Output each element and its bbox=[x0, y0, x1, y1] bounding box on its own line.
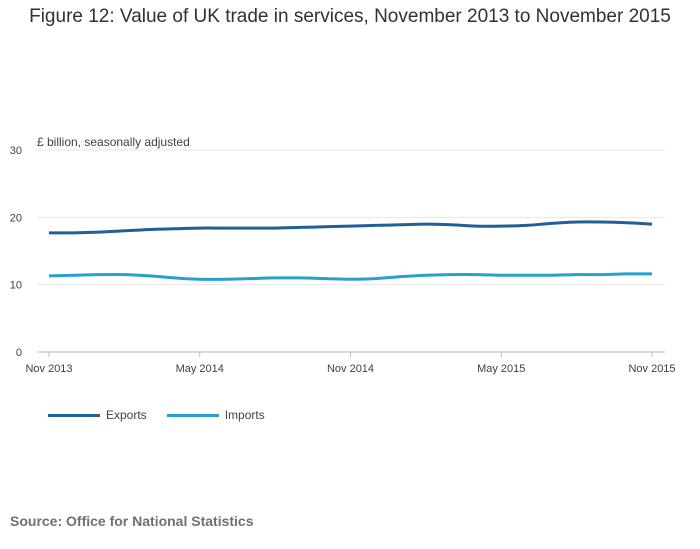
legend-label-imports: Imports bbox=[224, 408, 265, 422]
legend-label-exports: Exports bbox=[106, 408, 147, 422]
x-tick-label-may-2015: May 2015 bbox=[477, 363, 525, 375]
x-tick-label-nov-2015: Nov 2015 bbox=[628, 363, 675, 375]
y-tick-label-10: 10 bbox=[10, 280, 22, 292]
y-tick-label-30: 30 bbox=[10, 145, 22, 157]
x-tick-label-nov-2014: Nov 2014 bbox=[327, 363, 374, 375]
series-line-imports bbox=[48, 272, 653, 281]
y-tick-label-0: 0 bbox=[16, 347, 22, 359]
legend-swatch-imports bbox=[166, 413, 219, 417]
source-note: Source: Office for National Statistics bbox=[10, 513, 254, 529]
x-tick-label-nov-2013: Nov 2013 bbox=[25, 363, 72, 375]
legend-item-imports: Imports bbox=[166, 408, 265, 422]
legend-item-exports: Exports bbox=[48, 408, 147, 422]
x-tick-label-may-2014: May 2014 bbox=[176, 363, 224, 375]
chart-title: Figure 12: Value of UK trade in services… bbox=[29, 6, 671, 27]
y-axis-unit-label: £ billion, seasonally adjusted bbox=[37, 135, 190, 149]
series-line-exports bbox=[48, 220, 653, 235]
legend-swatch-exports bbox=[48, 413, 100, 417]
y-tick-label-20: 20 bbox=[10, 212, 22, 224]
legend: Exports Imports bbox=[48, 408, 265, 422]
